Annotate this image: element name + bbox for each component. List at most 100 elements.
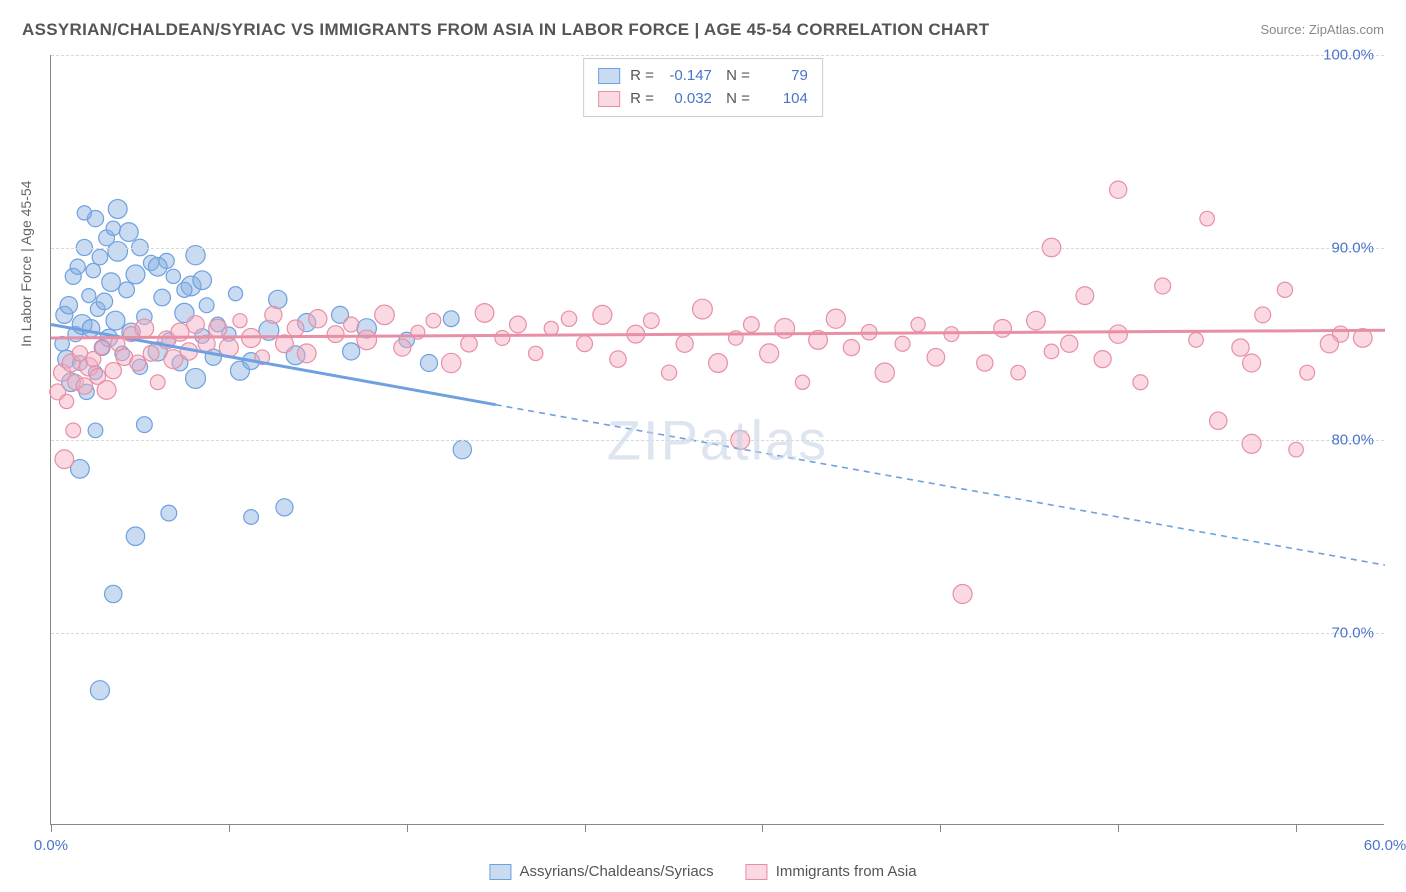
- y-tick-label: 70.0%: [1331, 624, 1374, 641]
- data-point: [426, 313, 441, 328]
- data-point: [453, 440, 471, 458]
- data-point: [233, 314, 247, 328]
- y-axis-label: In Labor Force | Age 45-54: [18, 181, 34, 347]
- data-point: [177, 282, 192, 297]
- data-point: [420, 355, 437, 372]
- data-point: [1289, 442, 1304, 457]
- data-point: [327, 326, 344, 343]
- stats-row-1: R = -0.147 N = 79: [598, 65, 808, 88]
- data-point: [994, 319, 1012, 337]
- data-point: [244, 510, 259, 525]
- data-point: [154, 289, 171, 306]
- x-tick: [51, 824, 52, 832]
- data-point: [126, 265, 145, 284]
- legend-label-1: Assyrians/Chaldeans/Syriacs: [519, 863, 713, 880]
- data-point: [593, 305, 612, 324]
- data-point: [743, 317, 759, 333]
- data-point: [394, 339, 411, 356]
- data-point: [55, 450, 74, 469]
- data-point: [92, 249, 108, 265]
- data-point: [357, 330, 377, 350]
- data-point: [309, 310, 327, 328]
- data-point: [529, 346, 543, 360]
- data-point: [70, 259, 85, 274]
- swatch-series-2: [598, 91, 620, 107]
- data-point: [108, 242, 128, 262]
- data-point: [1109, 325, 1127, 343]
- trend-line-extrapolated: [496, 405, 1385, 565]
- data-point: [826, 309, 845, 328]
- data-point: [662, 365, 677, 380]
- data-point: [60, 297, 77, 314]
- data-point: [269, 290, 287, 308]
- grid-line: [51, 55, 1384, 56]
- x-tick: [229, 824, 230, 832]
- data-point: [895, 336, 910, 351]
- data-point: [544, 321, 558, 335]
- x-tick-label: 60.0%: [1364, 837, 1406, 854]
- data-point: [1011, 365, 1026, 380]
- data-point: [1189, 333, 1204, 348]
- data-point: [77, 206, 91, 220]
- data-point: [1277, 282, 1292, 297]
- data-point: [1110, 181, 1127, 198]
- data-point: [287, 320, 304, 337]
- data-point: [344, 317, 359, 332]
- data-point: [166, 269, 180, 283]
- grid-line: [51, 248, 1384, 249]
- data-point: [676, 335, 693, 352]
- legend: Assyrians/Chaldeans/Syriacs Immigrants f…: [489, 863, 916, 880]
- data-point: [186, 368, 206, 388]
- data-point: [119, 282, 135, 298]
- data-point: [88, 423, 103, 438]
- n-value-1: 79: [760, 65, 808, 88]
- data-point: [199, 298, 214, 313]
- data-point: [693, 299, 713, 319]
- x-tick: [1118, 824, 1119, 832]
- n-value-2: 104: [760, 88, 808, 111]
- data-point: [441, 353, 460, 372]
- data-point: [105, 585, 122, 602]
- x-tick: [762, 824, 763, 832]
- data-point: [610, 351, 626, 367]
- data-point: [1061, 335, 1078, 352]
- data-point: [76, 378, 92, 394]
- x-tick: [940, 824, 941, 832]
- data-point: [193, 271, 212, 290]
- data-point: [86, 263, 100, 277]
- data-point: [1155, 278, 1171, 294]
- correlation-chart: ASSYRIAN/CHALDEAN/SYRIAC VS IMMIGRANTS F…: [0, 0, 1406, 892]
- data-point: [102, 273, 121, 292]
- legend-swatch-1: [489, 864, 511, 880]
- data-point: [475, 304, 494, 323]
- data-point: [265, 306, 282, 323]
- data-point: [1242, 434, 1261, 453]
- data-point: [343, 343, 360, 360]
- data-point: [510, 316, 527, 333]
- data-point: [209, 319, 227, 337]
- data-point: [297, 344, 316, 363]
- data-point: [1243, 354, 1261, 372]
- r-value-2: 0.032: [664, 88, 712, 111]
- stats-row-2: R = 0.032 N = 104: [598, 88, 808, 111]
- data-point: [1300, 365, 1315, 380]
- data-point: [135, 319, 154, 338]
- data-point: [95, 340, 109, 354]
- legend-label-2: Immigrants from Asia: [776, 863, 917, 880]
- data-point: [187, 316, 205, 334]
- data-point: [760, 344, 779, 363]
- data-point: [953, 584, 972, 603]
- source-label: Source: ZipAtlas.com: [1260, 22, 1384, 37]
- data-point: [1255, 307, 1271, 323]
- x-tick-label: 0.0%: [34, 837, 68, 854]
- x-tick: [1296, 824, 1297, 832]
- y-tick-label: 100.0%: [1323, 47, 1374, 64]
- data-point: [106, 311, 125, 330]
- legend-swatch-2: [746, 864, 768, 880]
- x-tick: [407, 824, 408, 832]
- grid-line: [51, 440, 1384, 441]
- y-tick-label: 80.0%: [1331, 432, 1374, 449]
- data-point: [1076, 287, 1094, 305]
- data-point: [1200, 211, 1215, 226]
- data-point: [709, 354, 728, 373]
